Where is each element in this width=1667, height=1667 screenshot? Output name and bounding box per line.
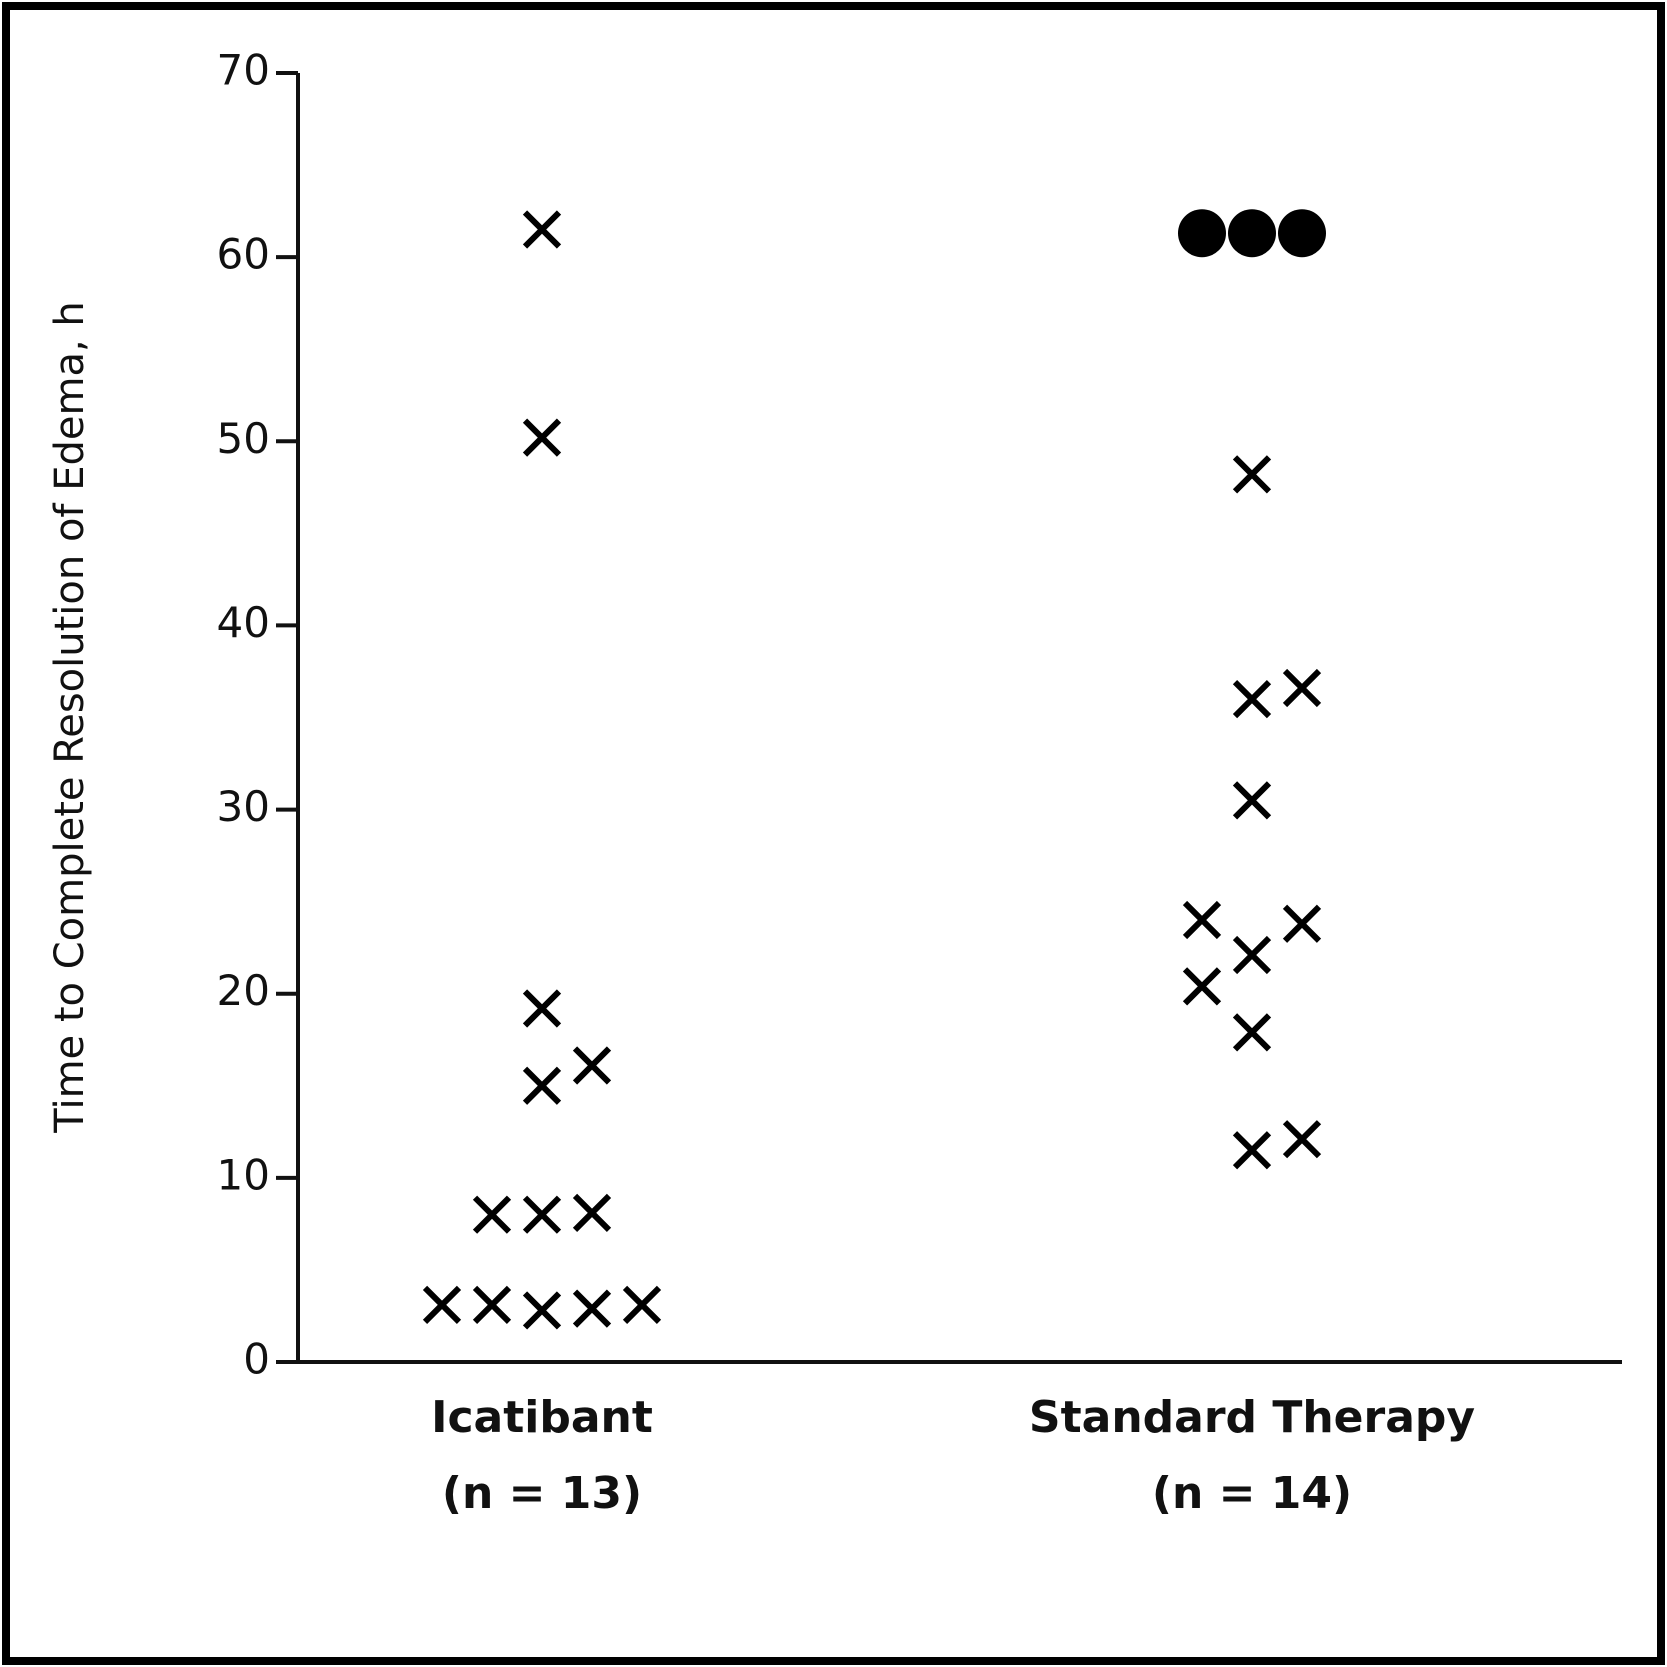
- x-marker: [1282, 668, 1322, 708]
- x-marker: [1232, 781, 1272, 820]
- y-axis-title: Time to Complete Resolution of Edema, h: [47, 301, 93, 1133]
- x-marker: [1182, 967, 1222, 1006]
- x-marker: [522, 989, 562, 1028]
- x-marker: [522, 210, 562, 249]
- x-marker: [572, 1046, 612, 1085]
- y-tick-label: 70: [217, 46, 270, 95]
- y-tick-label: 40: [217, 598, 270, 647]
- y-tick-label: 0: [243, 1335, 270, 1384]
- x-tick-label: Standard Therapy: [1029, 1392, 1475, 1443]
- x-marker: [522, 1066, 562, 1105]
- x-marker: [522, 1195, 562, 1234]
- y-tick-label: 50: [217, 414, 270, 463]
- x-marker: [472, 1285, 512, 1325]
- x-marker: [1232, 1013, 1272, 1052]
- x-marker: [622, 1285, 662, 1325]
- x-marker: [1282, 1120, 1322, 1159]
- y-tick-label: 10: [217, 1150, 270, 1199]
- x-marker: [1282, 904, 1322, 943]
- dot-marker: [1178, 209, 1226, 258]
- y-tick-label: 60: [217, 230, 270, 279]
- x-marker: [422, 1285, 462, 1325]
- y-tick-label: 30: [217, 782, 270, 831]
- x-marker: [1232, 455, 1272, 494]
- x-tick-label: (n = 13): [442, 1468, 642, 1519]
- x-tick-label: (n = 14): [1152, 1468, 1352, 1519]
- x-marker: [572, 1193, 612, 1232]
- x-marker: [1182, 900, 1222, 940]
- x-marker: [522, 1291, 562, 1330]
- y-tick-label: 20: [217, 966, 270, 1015]
- dot-marker: [1278, 209, 1326, 258]
- x-marker: [472, 1195, 512, 1234]
- x-marker: [1232, 935, 1272, 975]
- x-marker: [572, 1289, 612, 1328]
- x-marker: [1232, 1131, 1272, 1170]
- x-marker: [522, 418, 562, 457]
- x-tick-label: Icatibant: [431, 1392, 653, 1443]
- dot-marker: [1228, 209, 1276, 258]
- x-marker: [1232, 679, 1272, 719]
